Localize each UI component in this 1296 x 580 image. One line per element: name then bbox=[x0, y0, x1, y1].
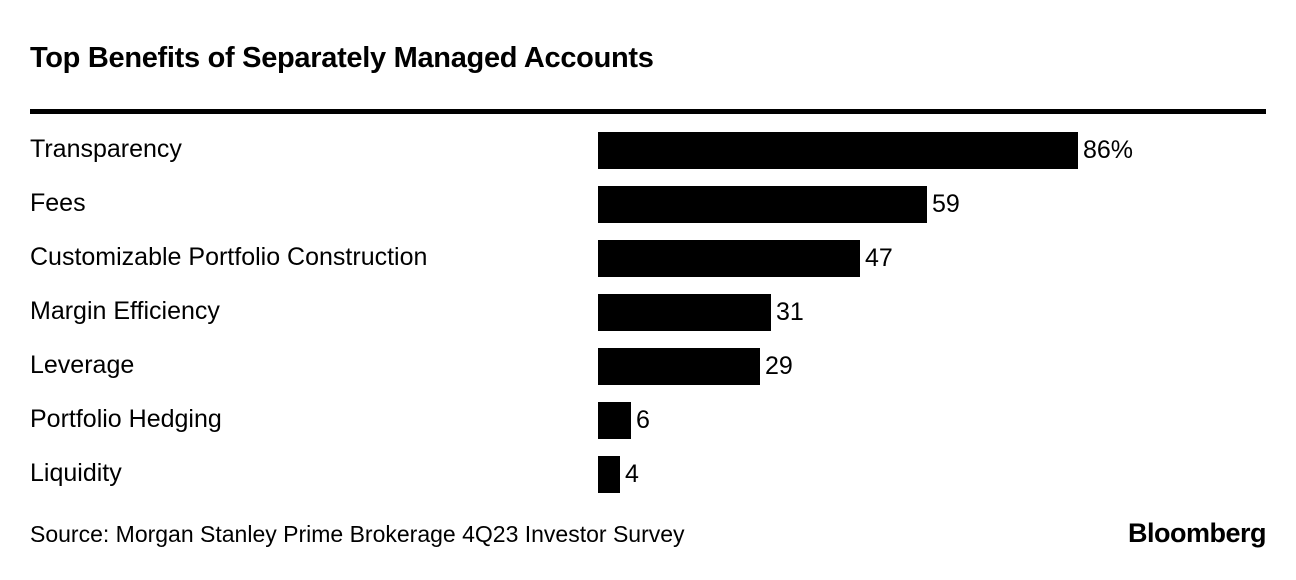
value-label: 29 bbox=[765, 351, 793, 380]
category-label: Transparency bbox=[30, 135, 182, 164]
chart-row: Portfolio Hedging 6 bbox=[30, 393, 1266, 447]
category-label: Liquidity bbox=[30, 459, 122, 488]
bar bbox=[598, 293, 771, 331]
chart-footer: Source: Morgan Stanley Prime Brokerage 4… bbox=[30, 518, 1267, 549]
chart-row: Margin Efficiency 31 bbox=[30, 285, 1266, 339]
bloomberg-logo: Bloomberg bbox=[1127, 518, 1267, 548]
category-label: Portfolio Hedging bbox=[30, 405, 222, 434]
chart-title: Top Benefits of Separately Managed Accou… bbox=[30, 42, 654, 74]
category-label: Margin Efficiency bbox=[30, 297, 220, 326]
bar-area: 29 bbox=[598, 347, 1266, 385]
bar-chart: Transparency 86% Fees 59 Customizable Po… bbox=[30, 123, 1266, 501]
bar-area: 6 bbox=[598, 401, 1266, 439]
chart-row: Fees 59 bbox=[30, 177, 1266, 231]
bar bbox=[598, 185, 927, 223]
bar-area: 86% bbox=[598, 131, 1266, 169]
category-label: Leverage bbox=[30, 351, 135, 380]
source-attribution: Source: Morgan Stanley Prime Brokerage 4… bbox=[30, 521, 685, 547]
value-label: 31 bbox=[776, 297, 804, 326]
bar-area: 47 bbox=[598, 239, 1266, 277]
chart-row: Leverage 29 bbox=[30, 339, 1266, 393]
value-label: 4 bbox=[625, 459, 639, 488]
bar bbox=[598, 347, 760, 385]
title-divider bbox=[30, 109, 1266, 114]
bar-area: 31 bbox=[598, 293, 1266, 331]
bar bbox=[598, 455, 620, 493]
value-label: 59 bbox=[932, 189, 960, 218]
value-label: 86% bbox=[1083, 135, 1134, 164]
bar-area: 4 bbox=[598, 455, 1266, 493]
bar bbox=[598, 239, 860, 277]
value-label: 47 bbox=[865, 243, 893, 272]
value-label: 6 bbox=[636, 405, 650, 434]
bar bbox=[598, 401, 631, 439]
bar-area: 59 bbox=[598, 185, 1266, 223]
chart-row: Liquidity 4 bbox=[30, 447, 1266, 501]
bar bbox=[598, 131, 1078, 169]
category-label: Customizable Portfolio Construction bbox=[30, 243, 428, 272]
chart-row: Transparency 86% bbox=[30, 123, 1266, 177]
category-label: Fees bbox=[30, 189, 86, 218]
chart-row: Customizable Portfolio Construction 47 bbox=[30, 231, 1266, 285]
